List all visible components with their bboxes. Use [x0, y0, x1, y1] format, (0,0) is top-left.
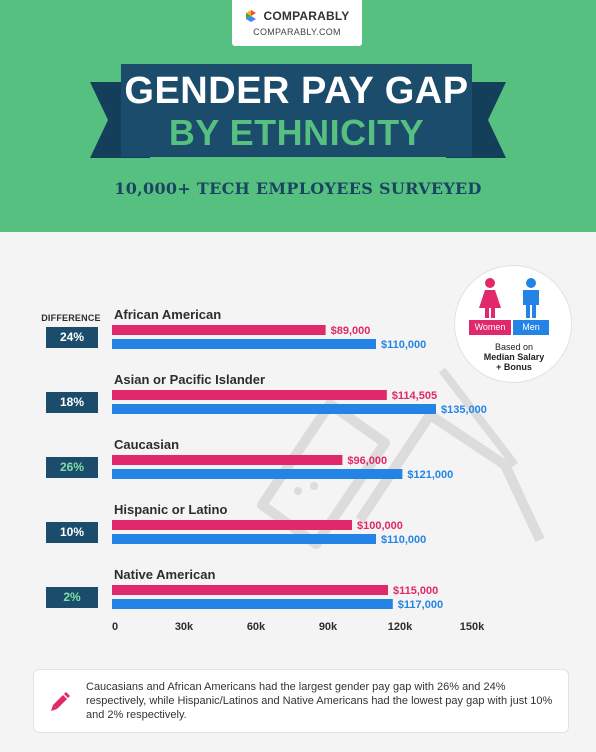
- women-bar: [112, 585, 388, 595]
- women-bar: [112, 325, 326, 335]
- difference-badge: 10%: [46, 522, 98, 543]
- brand-name: COMPARABLY: [263, 9, 350, 23]
- legend-men-label: Men: [513, 320, 549, 335]
- difference-badge: 24%: [46, 327, 98, 348]
- brand-logo-box[interactable]: COMPARABLY COMPARABLY.COM: [232, 0, 362, 46]
- page-title: GENDER PAY GAP: [124, 70, 469, 112]
- x-tick-label: 90k: [319, 621, 338, 633]
- men-bar: [112, 469, 403, 479]
- women-value-label: $115,000: [393, 585, 438, 597]
- women-value-label: $100,000: [357, 520, 403, 532]
- x-tick-label: 0: [112, 621, 118, 633]
- x-tick-label: 120k: [388, 621, 413, 633]
- men-bar: [112, 534, 376, 544]
- women-bar: [112, 390, 387, 400]
- legend-note-line2: Median Salary: [483, 352, 545, 362]
- header-banner: COMPARABLY COMPARABLY.COM GENDER PAY GAP…: [0, 0, 596, 232]
- men-bar: [112, 599, 393, 609]
- women-bar: [112, 455, 343, 465]
- comparably-logo-icon: [246, 10, 257, 22]
- difference-badge: 18%: [46, 392, 98, 413]
- category-label: Caucasian: [114, 437, 180, 452]
- page-subtitle: 10,000+ TECH EMPLOYEES SURVEYED: [114, 179, 482, 198]
- legend-women-label: Women: [469, 320, 511, 335]
- category-label: African American: [114, 307, 222, 322]
- title-ribbon: [121, 64, 472, 157]
- women-value-label: $96,000: [347, 455, 387, 467]
- difference-badge: 2%: [46, 587, 98, 608]
- men-value-label: $117,000: [398, 599, 443, 611]
- women-value-label: $89,000: [331, 325, 371, 337]
- men-bar: [112, 404, 436, 414]
- women-value-label: $114,505: [392, 390, 437, 402]
- category-label: Hispanic or Latino: [114, 502, 228, 517]
- woman-icon: [479, 278, 501, 318]
- x-tick-label: 60k: [247, 621, 266, 633]
- legend: Women Men Based on Median Salary + Bonus: [454, 265, 572, 383]
- category-label: Native American: [114, 567, 216, 582]
- legend-note: Based on Median Salary + Bonus: [465, 342, 563, 372]
- men-value-label: $110,000: [381, 339, 426, 351]
- pencil-icon: [51, 692, 70, 711]
- difference-header: DIFFERENCE: [41, 313, 101, 323]
- legend-note-line1: Based on: [494, 342, 534, 352]
- men-value-label: $110,000: [381, 534, 426, 546]
- x-tick-label: 150k: [460, 621, 485, 633]
- category-label: Asian or Pacific Islander: [114, 372, 266, 387]
- difference-badge: 26%: [46, 457, 98, 478]
- summary-callout: Caucasians and African Americans had the…: [33, 669, 569, 733]
- man-icon: [523, 278, 539, 318]
- men-value-label: $135,000: [441, 404, 487, 416]
- brand-url: COMPARABLY.COM: [253, 27, 341, 37]
- page-title-second-line: BY ETHNICITY: [168, 112, 425, 153]
- gender-signs-watermark: [257, 367, 545, 549]
- x-tick-label: 30k: [175, 621, 194, 633]
- summary-text: Caucasians and African Americans had the…: [86, 681, 553, 721]
- legend-note-line3: + Bonus: [496, 362, 532, 372]
- men-value-label: $121,000: [407, 469, 453, 481]
- women-bar: [112, 520, 352, 530]
- men-bar: [112, 339, 376, 349]
